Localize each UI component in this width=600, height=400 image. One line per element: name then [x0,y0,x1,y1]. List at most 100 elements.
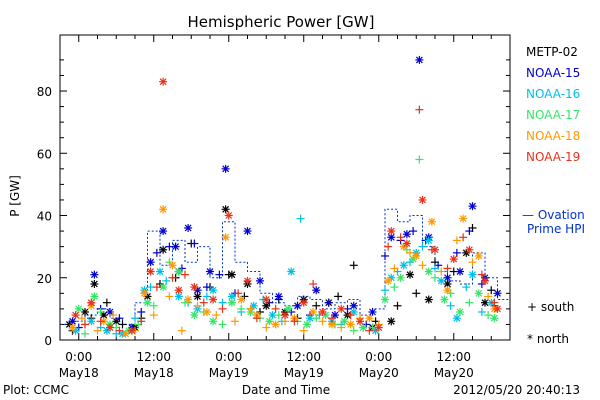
north-marker [359,323,368,332]
x-tick-label: 0:00 [65,350,92,364]
south-marker [365,326,374,335]
north-marker [227,270,236,279]
south-marker [418,242,427,251]
north-marker [190,283,199,292]
south-marker [446,301,455,310]
x-tick-label: 12:00 [286,350,321,364]
south-marker [312,301,321,310]
south-marker [477,307,486,316]
south-marker [452,248,461,257]
x-axis-tick-labels: 0:00 May18 12:00 May18 0:00 May19 12:00 May19 0:… [59,350,474,380]
north-marker [227,292,236,301]
south-marker [115,314,124,323]
south-marker [334,292,343,301]
ovation-legend-line1: — Ovation [522,208,585,222]
north-marker [468,202,477,211]
south-marker [115,326,124,335]
north-marker [424,267,433,276]
south-marker [290,317,299,326]
north-marker [184,223,193,232]
north-marker [90,279,99,288]
south-marker [190,239,199,248]
y-tick-label: 0 [44,334,52,348]
y-tick-label: 20 [37,272,52,286]
north-marker [206,267,214,276]
south-marker [262,323,271,332]
north-marker [443,286,452,295]
north-marker [318,307,327,316]
y-tick-label: 60 [37,147,52,161]
north-marker [262,301,271,310]
south-marker [109,311,118,320]
north-marker [468,270,477,279]
north-marker [368,307,377,316]
south-marker [215,270,224,279]
north-marker [90,292,99,301]
south-marker [384,242,393,251]
south-marker-legend: + south [527,300,574,314]
plot-area [59,34,511,341]
plot-timestamp: 2012/05/20 20:40:13 [453,383,580,397]
north-marker [256,276,264,285]
x-tick-label: 0:00 [215,350,242,364]
north-marker [243,227,252,236]
south-marker [312,314,321,323]
y-tick-label: 80 [37,85,52,99]
x-axis-label: Date and Time [242,383,330,397]
y-axis-tick-labels: 0 20 40 60 80 [37,85,52,348]
north-marker [190,311,199,320]
north-marker [493,289,502,298]
south-marker [459,233,468,242]
chart-title: Hemispheric Power [GW] [188,13,375,31]
plot-frame [59,34,511,341]
north-marker [184,295,193,304]
north-marker [271,320,280,329]
south-marker [252,314,261,323]
north-marker [402,239,411,248]
south-marker [452,236,461,245]
axis-ticks [60,35,510,341]
north-marker [209,317,218,326]
south-marker [177,326,186,335]
north-marker [90,270,99,279]
south-marker [131,314,139,323]
south-marker [487,286,496,295]
north-marker [159,245,168,254]
south-marker [437,267,446,276]
x-tick-date-label: May19 [284,366,324,380]
north-marker [452,314,461,323]
north-marker [174,267,183,276]
north-marker [437,276,446,285]
north-marker [402,230,411,239]
north-marker [87,298,96,307]
north-marker [356,317,364,326]
north-marker [281,311,289,320]
south-marker [96,307,105,316]
south-marker [218,304,227,313]
ovation-legend-line2: Prime HPI [527,222,585,236]
south-marker [465,227,474,236]
south-marker [393,301,402,310]
x-tick-date-label: May18 [59,366,99,380]
north-marker [268,311,277,320]
north-marker [337,304,346,313]
north-marker [71,311,80,320]
south-marker [202,292,211,301]
north-marker [81,307,89,316]
north-marker [474,251,483,260]
north-marker [406,270,414,279]
north-marker [287,267,296,276]
south-marker [218,320,227,329]
north-marker [159,227,168,236]
north-marker [121,329,130,338]
x-tick-label: 0:00 [365,350,392,364]
north-marker [87,317,96,326]
north-marker [418,195,427,204]
north-marker [440,295,449,304]
south-marker [271,304,280,313]
north-marker [387,227,396,236]
south-marker [81,320,89,329]
south-marker [418,261,427,270]
south-marker [231,317,239,326]
